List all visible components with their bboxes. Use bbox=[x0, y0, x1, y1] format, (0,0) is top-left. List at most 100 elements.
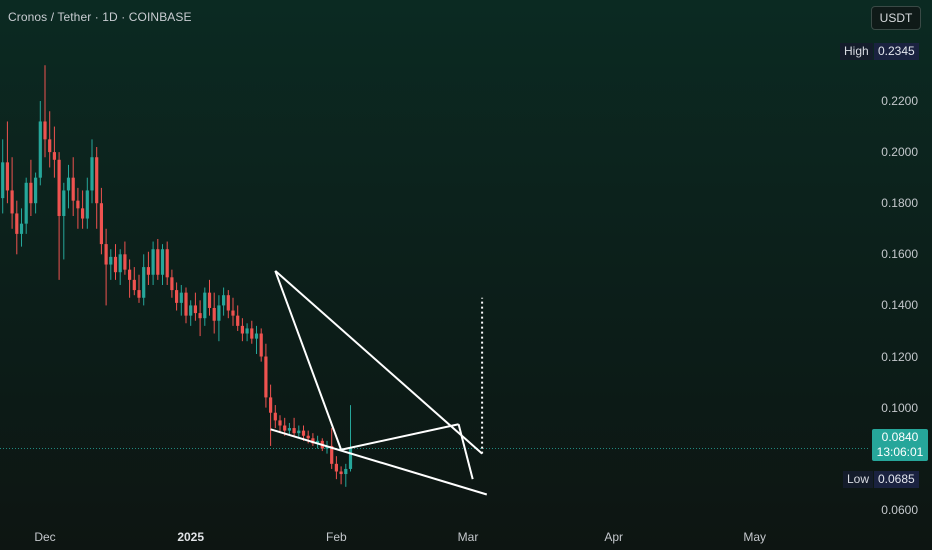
candle-body bbox=[240, 325, 244, 334]
bar-countdown: 13:06:01 bbox=[876, 445, 924, 459]
candle-body bbox=[113, 256, 118, 273]
candle-body bbox=[156, 249, 160, 275]
candle-body bbox=[273, 412, 277, 421]
candle-body bbox=[118, 254, 122, 273]
candle-body bbox=[5, 162, 9, 191]
candle-body bbox=[90, 157, 94, 191]
candle-body bbox=[292, 428, 296, 434]
candle-body bbox=[71, 177, 75, 201]
candle-body bbox=[137, 290, 141, 298]
candle-body bbox=[259, 333, 263, 357]
y-tick-label: 0.1200 bbox=[881, 349, 918, 364]
candle-body bbox=[311, 438, 315, 444]
candle-body bbox=[165, 249, 169, 278]
candle-body bbox=[189, 305, 193, 316]
candle-body bbox=[146, 267, 150, 275]
x-tick-label: Mar bbox=[457, 530, 479, 544]
candle-body bbox=[48, 139, 52, 153]
candle-body bbox=[226, 295, 230, 311]
y-tick-label: 0.0600 bbox=[881, 502, 918, 517]
candle-body bbox=[217, 305, 221, 321]
high-value: 0.2345 bbox=[874, 43, 919, 60]
candle-body bbox=[198, 313, 202, 319]
candle-body bbox=[57, 159, 61, 216]
y-tick-label: 0.2200 bbox=[881, 94, 918, 109]
candle-body bbox=[287, 428, 291, 431]
y-tick-label: 0.1000 bbox=[881, 400, 918, 415]
candle-body bbox=[330, 445, 334, 464]
pattern-trendline bbox=[274, 270, 343, 451]
candle-body bbox=[99, 203, 103, 245]
candle-body bbox=[52, 152, 56, 160]
candle-body bbox=[184, 292, 188, 316]
price-axis[interactable] bbox=[870, 0, 932, 550]
pattern-trendline bbox=[270, 428, 488, 496]
candle-body bbox=[344, 468, 348, 475]
candle-body bbox=[43, 121, 47, 140]
candle-body bbox=[306, 435, 310, 439]
candle-body bbox=[283, 425, 287, 431]
pattern-trendline bbox=[340, 423, 459, 451]
candle-body bbox=[231, 310, 235, 316]
low-value: 0.0685 bbox=[874, 471, 919, 488]
candle-body bbox=[19, 223, 24, 234]
y-tick-label: 0.1400 bbox=[881, 298, 918, 313]
pattern-trendline bbox=[457, 423, 474, 480]
candle-body bbox=[203, 292, 207, 319]
x-tick-label: Apr bbox=[604, 530, 624, 544]
candle-body bbox=[34, 177, 38, 204]
x-tick-label: Dec bbox=[34, 530, 56, 544]
candle-body bbox=[170, 277, 174, 291]
candle-body bbox=[81, 208, 85, 219]
y-tick-label: 0.1600 bbox=[881, 247, 918, 262]
y-tick-label: 0.1800 bbox=[881, 196, 918, 211]
candle-body bbox=[212, 307, 216, 321]
pattern-trendline bbox=[274, 270, 483, 455]
candle-body bbox=[62, 190, 66, 216]
last-price-value: 0.0840 bbox=[881, 430, 919, 444]
candle-body bbox=[236, 315, 240, 326]
candle-body bbox=[109, 256, 113, 265]
candle-body bbox=[24, 182, 28, 224]
x-tick-label: 2025 bbox=[177, 530, 205, 544]
candle-body bbox=[38, 121, 42, 178]
candle-body bbox=[207, 292, 212, 308]
candle-body bbox=[269, 397, 273, 413]
low-label: Low bbox=[843, 471, 874, 488]
candle-body bbox=[29, 182, 33, 204]
candle-body bbox=[250, 328, 254, 339]
x-tick-label: Feb bbox=[326, 530, 347, 544]
candle-body bbox=[132, 279, 136, 291]
candle-body bbox=[76, 200, 80, 209]
candle-body bbox=[160, 249, 165, 275]
candle-body bbox=[1, 162, 5, 199]
candle-body bbox=[348, 448, 353, 469]
candle-body bbox=[123, 254, 127, 270]
y-tick-label: 0.2000 bbox=[881, 145, 918, 160]
candle-body bbox=[151, 249, 155, 275]
last-price-tag: 0.0840 13:06:01 bbox=[872, 429, 928, 461]
candle-body bbox=[15, 213, 19, 234]
candle-body bbox=[264, 356, 268, 398]
candle-body bbox=[179, 292, 183, 303]
candle-body bbox=[245, 328, 249, 334]
high-label: High bbox=[840, 43, 873, 60]
candle-body bbox=[301, 430, 306, 436]
chart-title: Cronos / Tether · 1D · COINBASE bbox=[8, 10, 192, 24]
candle-body bbox=[334, 463, 338, 472]
candle-body bbox=[95, 157, 99, 204]
candle-body bbox=[10, 190, 14, 214]
candle-body bbox=[222, 295, 226, 306]
candle-body bbox=[297, 430, 301, 434]
candle-body bbox=[339, 471, 343, 475]
candle-body bbox=[254, 333, 259, 339]
candle-body bbox=[193, 305, 197, 314]
x-tick-label: May bbox=[743, 530, 767, 544]
candle-body bbox=[128, 269, 132, 280]
currency-button[interactable]: USDT bbox=[871, 6, 921, 30]
candle-body bbox=[104, 244, 108, 265]
candle-body bbox=[316, 440, 320, 444]
candle-body bbox=[175, 290, 179, 303]
